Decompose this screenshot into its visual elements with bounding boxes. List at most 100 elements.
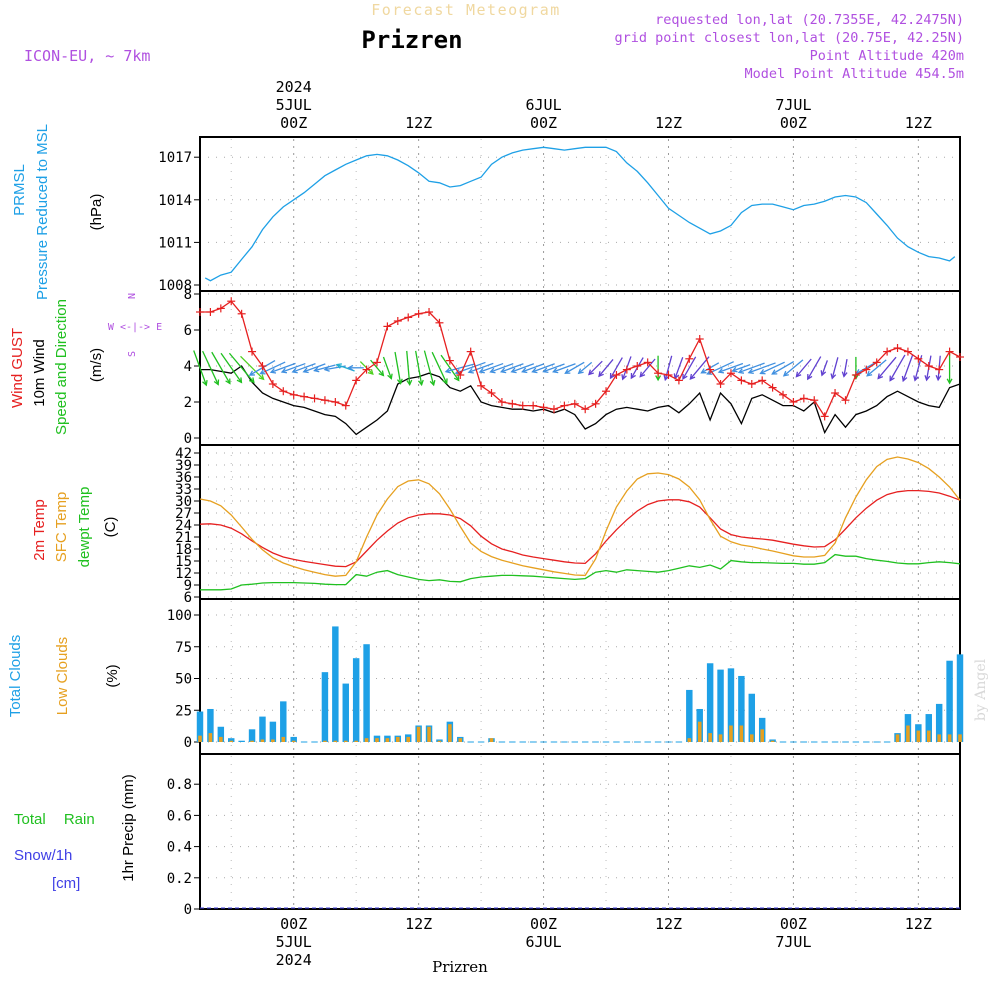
- low-cloud-bar: [271, 739, 275, 742]
- wind-arrow-head: [682, 373, 688, 380]
- temp-dewpt-line: [200, 553, 961, 591]
- wind-arrow-head: [655, 375, 662, 382]
- wind-arrow-shaft: [532, 363, 555, 373]
- wind-arrow-shaft: [314, 364, 336, 372]
- low-cloud-bar: [323, 740, 327, 742]
- wind-arrow: [444, 363, 475, 374]
- y-tick-label: 0.8: [167, 777, 192, 793]
- wind-arrow-head: [248, 370, 255, 376]
- total-cloud-bar: [946, 660, 953, 742]
- y-tick-label: 1017: [158, 150, 192, 166]
- y-tick-label: 30: [175, 494, 192, 510]
- wind-arrow-shaft: [440, 354, 460, 381]
- gust-marker: [425, 308, 434, 316]
- total-cloud-bar: [332, 626, 339, 742]
- panel-frame: [199, 444, 961, 600]
- wind-arrow: [280, 362, 306, 374]
- wind-arrow: [866, 359, 887, 377]
- wind-arrow-shaft: [193, 350, 207, 386]
- wind-arrow-head: [478, 367, 485, 374]
- wind-arrow-head: [782, 370, 789, 377]
- panel-1: 0 2 4 6 8: [184, 287, 961, 447]
- precip-unit: 1hr Precip (mm): [120, 774, 137, 882]
- gust-marker: [248, 347, 257, 356]
- pressure-plot: [204, 146, 956, 282]
- gust-marker: [549, 405, 558, 414]
- wind-arrow-shaft: [578, 361, 593, 374]
- wind-arrow-shaft: [738, 362, 765, 374]
- wind-arrow-head: [347, 364, 354, 371]
- wind-arrow-head: [225, 378, 231, 385]
- wind-arrow-head: [467, 368, 474, 374]
- low-cloud-bar: [448, 724, 452, 742]
- wind-arrow-head: [621, 374, 627, 381]
- low-cloud-bar: [260, 739, 265, 742]
- low-cloud-bar: [770, 740, 775, 742]
- low-cloud-bar: [739, 725, 744, 742]
- low-cloud-bar: [427, 726, 431, 742]
- low-cloud-bar: [708, 733, 712, 742]
- total-cloud-bar: [321, 672, 329, 742]
- compass-we: W <-|-> E: [108, 322, 162, 333]
- total-rain-label: Total Rain: [14, 811, 95, 828]
- total-cloud-bar: [269, 721, 277, 742]
- bottom-time-label: 00Z: [280, 915, 307, 933]
- wind-arrow: [564, 361, 585, 374]
- gust-marker: [320, 396, 329, 405]
- plot-layers: [193, 146, 964, 909]
- low-cloud-bar: [489, 738, 494, 742]
- y-tick-label: 15: [175, 554, 192, 570]
- wind-arrow-head: [759, 369, 766, 375]
- wind-arrow: [795, 358, 812, 378]
- wind-arrow-shaft: [639, 358, 656, 378]
- gust-marker: [477, 381, 486, 390]
- wind-arrow-shaft: [553, 363, 576, 373]
- total-cloud-bar: [686, 689, 693, 742]
- low-cloud-bar: [958, 734, 962, 742]
- wind-arrow: [639, 358, 656, 378]
- total-cloud-bar: [248, 729, 256, 742]
- wind-arrow-shaft: [598, 359, 614, 377]
- total-cloud-bar: [238, 740, 245, 742]
- wind-arrow: [759, 361, 785, 375]
- wind-arrow-head: [700, 368, 707, 374]
- wind-arrow: [913, 355, 923, 382]
- wind-arrow: [717, 362, 744, 374]
- wind-arrow-head: [429, 379, 436, 387]
- wind-arrow-head: [323, 366, 330, 372]
- wind-arrow-shaft: [370, 359, 384, 376]
- wind-arrow: [440, 354, 460, 382]
- panel-frames: 1008101110141017024686912151821242730333…: [158, 136, 961, 918]
- wind-arrow: [552, 363, 576, 374]
- wind-arrow-head: [453, 375, 460, 382]
- temp-dewpt-label: dewpt Temp: [76, 487, 93, 568]
- low-cloud-bar: [729, 725, 733, 742]
- gust-marker: [383, 322, 392, 331]
- wind-arrow-head: [406, 379, 413, 386]
- total-cloud-bar: [207, 708, 214, 742]
- wind-arrow: [220, 352, 243, 384]
- gust-marker: [206, 308, 215, 316]
- gust-marker: [789, 398, 798, 406]
- total-cloud-bar: [290, 736, 297, 742]
- gust-marker: [612, 371, 621, 379]
- gust-marker: [872, 358, 881, 367]
- gust-marker: [633, 362, 642, 370]
- low-cloud-bar: [364, 738, 369, 742]
- gust-marker: [216, 304, 225, 313]
- location-title: Prizren: [361, 26, 462, 54]
- total-cloud-bar: [259, 716, 266, 742]
- wind-arrow: [431, 351, 448, 385]
- wind-speed-dir-label: Speed and Direction: [53, 299, 70, 435]
- wind-arrow-head: [639, 371, 646, 378]
- precip-labels: Total Rain Snow/1h [cm] 1hr Precip (mm): [14, 774, 137, 892]
- wind-arrow-head: [489, 367, 496, 374]
- wind-arrow-head: [387, 373, 393, 380]
- wind-arrow: [877, 356, 897, 380]
- wind-arrow-shaft: [220, 352, 242, 383]
- wind-arrow: [240, 355, 265, 381]
- y-tick-label: 1008: [158, 278, 192, 294]
- wind-arrow: [889, 354, 906, 382]
- gust-marker: [820, 412, 829, 421]
- wind-arrow-shaft: [877, 356, 897, 379]
